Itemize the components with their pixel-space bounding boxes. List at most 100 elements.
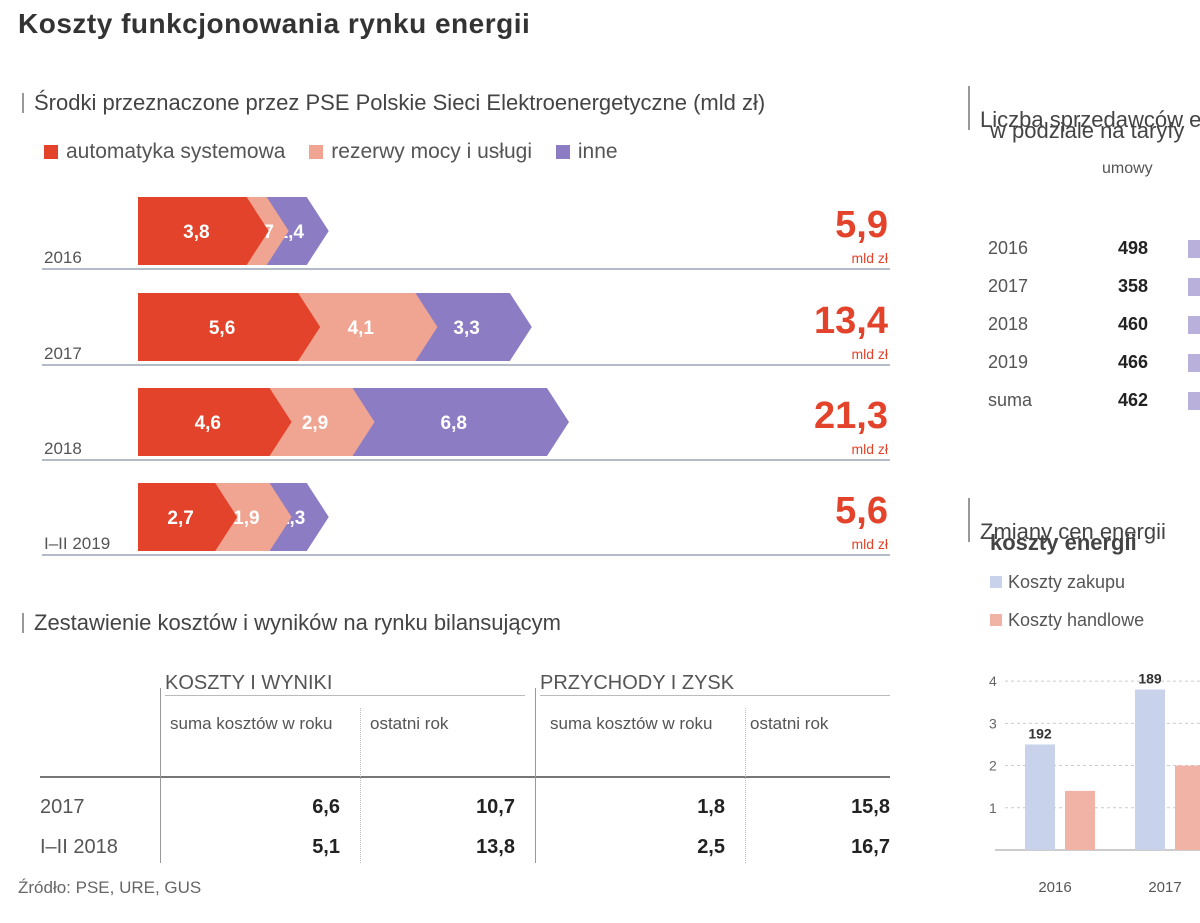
bar-segment-1: [215, 483, 292, 551]
right-row-bar: [1188, 316, 1200, 334]
total-unit-label: mld zł: [851, 536, 888, 552]
right-row-value: 358: [1118, 276, 1149, 296]
right-top-column-header: umowy: [1102, 160, 1153, 177]
bar-segment-0: [138, 388, 292, 456]
right-row-bar: [1188, 392, 1200, 410]
right-bar-0: [1025, 744, 1055, 850]
row-label: I–II 2018: [40, 836, 118, 858]
segment-value-label: 2,9: [302, 413, 328, 434]
segment-value-label: 3,3: [453, 318, 479, 339]
bar-segment-2: [269, 483, 329, 551]
right-value-label: 189: [1138, 671, 1162, 687]
right-row-label: 2019: [988, 352, 1029, 372]
tick-label: 1: [989, 800, 997, 816]
col-divider: [745, 708, 746, 863]
page-headline: Koszty funkcjonowania rynku energii: [18, 8, 531, 39]
bars-legend: automatyka systemowa rezerwy mocy i usłu…: [44, 140, 636, 164]
group-header-revenue: PRZYCHODY I ZYSK: [540, 672, 890, 696]
segment-value-label: 2,7: [167, 508, 193, 529]
col-divider: [360, 708, 361, 863]
table-rule: [40, 776, 890, 778]
right-category-label: 2017: [1148, 879, 1181, 896]
cost-table: KOSZTY I WYNIKI PRZYCHODY I ZYSK suma ko…: [40, 668, 890, 868]
segment-value-label: 4,1: [348, 318, 375, 339]
right-bar-chart: 4 3 2 1 192 2016 189 2017: [989, 671, 1200, 896]
right-category-label: 2016: [1038, 879, 1071, 896]
bars-section-title: Środki przeznaczone przez PSE Polskie Si…: [22, 90, 765, 116]
legend-item-rezerwy: rezerwy mocy i usługi: [309, 140, 532, 163]
right-top-subtitle: w podziale na taryfy: [990, 118, 1185, 143]
col-divider: [160, 688, 161, 863]
table-cell: 13,8: [476, 836, 515, 858]
table-cell: 5,1: [312, 836, 340, 858]
right-bottom-subtitle: koszty energii: [990, 530, 1137, 555]
right-row-value: 462: [1118, 390, 1149, 410]
total-value-label: 5,6: [835, 490, 888, 532]
right-row-bar: [1188, 278, 1200, 296]
category-label: I–II 2019: [44, 534, 110, 553]
table-cell: 16,7: [851, 836, 890, 858]
right-legend-1: Koszty zakupu: [990, 572, 1125, 593]
table-cell: 6,6: [312, 796, 340, 818]
table-section-title: Zestawienie kosztów i wyników na rynku b…: [22, 610, 561, 636]
bar-segment-0: [138, 293, 321, 361]
tick-label: 2: [989, 758, 997, 774]
category-label: 2016: [44, 248, 82, 267]
category-label: 2017: [44, 344, 82, 363]
right-bottom-title: Zmiany cen energii: [968, 498, 1166, 545]
sub-header-1: suma kosztów w roku: [170, 714, 333, 733]
right-row-label: 2018: [988, 314, 1029, 334]
right-top-title: Liczba sprzedawców energii: [968, 86, 1200, 133]
legend-item-automatyka: automatyka systemowa: [44, 140, 285, 163]
total-value-label: 21,3: [814, 395, 888, 437]
segment-value-label: 5,6: [209, 318, 235, 339]
right-legend-2: Koszty handlowe: [990, 610, 1144, 631]
bar-segment-1: [298, 293, 438, 361]
right-row-label: suma: [988, 390, 1033, 410]
segment-value-label: 1,9: [233, 508, 259, 529]
sub-header-4: ostatni rok: [750, 714, 829, 733]
sub-header-3: suma kosztów w roku: [550, 714, 713, 733]
bar-segment-0: [138, 197, 269, 265]
bar-row-1: 2017 3,3 4,1 5,6 13,4 mld zł: [42, 293, 890, 366]
bar-row-2: 2018 6,8 2,9 4,6 21,3 mld zł: [42, 388, 890, 461]
bar-segment-1: [269, 388, 375, 456]
bar-segment-0: [138, 483, 238, 551]
category-label: 2018: [44, 439, 82, 458]
table-cell: 15,8: [851, 796, 890, 818]
segment-value-label: 6,8: [441, 413, 467, 434]
table-cell: 2,5: [697, 836, 725, 858]
bar-segment-2: [352, 388, 569, 456]
right-row-bar: [1188, 354, 1200, 372]
right-bar-1: [1065, 790, 1095, 850]
legend-item-inne: inne: [555, 140, 618, 163]
sub-header-2: ostatni rok: [370, 714, 449, 733]
tick-label: 3: [989, 715, 997, 731]
source-note: Źródło: PSE, URE, GUS: [18, 878, 202, 897]
bar-segment-2: [266, 197, 329, 265]
row-label: 2017: [40, 796, 85, 818]
right-value-label: 192: [1028, 725, 1052, 741]
group-header-costs: KOSZTY I WYNIKI: [165, 672, 525, 696]
total-value-label: 5,9: [835, 204, 888, 246]
total-unit-label: mld zł: [851, 250, 888, 266]
right-row-value: 498: [1118, 238, 1149, 258]
bar-segment-2: [415, 293, 532, 361]
right-row-value: 466: [1118, 352, 1149, 372]
total-unit-label: mld zł: [851, 441, 888, 457]
right-bar-0: [1135, 689, 1165, 850]
segment-value-label: 3,8: [183, 222, 209, 243]
total-value-label: 13,4: [814, 300, 888, 342]
table-cell: 1,8: [697, 796, 725, 818]
right-row-bar: [1188, 240, 1200, 258]
col-divider: [535, 688, 536, 863]
right-row-label: 2016: [988, 238, 1029, 258]
right-bar-1: [1175, 765, 1200, 850]
segment-value-label: 4,6: [195, 413, 221, 434]
right-row-value: 460: [1118, 314, 1149, 334]
right-row-label: 2017: [988, 276, 1029, 296]
tick-label: 4: [989, 673, 997, 689]
